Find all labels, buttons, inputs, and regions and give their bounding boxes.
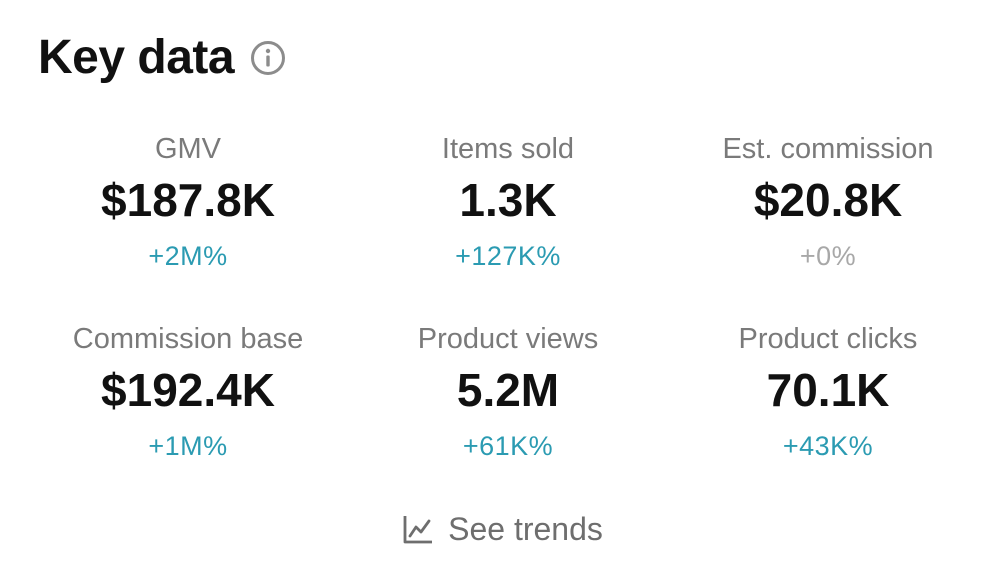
metric-gmv: GMV $187.8K +2M% (28, 130, 348, 320)
metric-label: Product clicks (738, 323, 918, 355)
info-circle-icon[interactable] (250, 40, 286, 76)
metric-change: +2M% (148, 241, 228, 271)
metric-est-commission: Est. commission $20.8K +0% (668, 130, 988, 320)
metric-value: $192.4K (101, 364, 275, 416)
line-chart-icon (402, 513, 434, 545)
see-trends-label: See trends (448, 511, 603, 547)
section-title: Key data (38, 31, 235, 84)
metric-value: 70.1K (766, 364, 890, 416)
metric-change: +1M% (148, 431, 228, 461)
metric-value: 1.3K (459, 174, 557, 226)
metric-change: +127K% (455, 241, 561, 271)
metric-product-views: Product views 5.2M +61K% (348, 320, 668, 510)
metric-value: 5.2M (456, 364, 560, 416)
metric-label: Items sold (441, 133, 575, 165)
metric-label: Product views (417, 323, 599, 355)
metrics-grid: GMV $187.8K +2M% Items sold 1.3K +127K% … (28, 130, 988, 510)
key-data-header: Key data (38, 28, 286, 88)
metric-label: Commission base (72, 323, 304, 355)
metric-value: $187.8K (101, 174, 275, 226)
metric-change: +0% (799, 241, 857, 271)
see-trends-button[interactable]: See trends (402, 508, 603, 550)
metric-label: Est. commission (722, 133, 934, 165)
metric-change: +43K% (782, 431, 874, 461)
metric-value: $20.8K (753, 174, 903, 226)
metric-label: GMV (154, 133, 222, 165)
metric-items-sold: Items sold 1.3K +127K% (348, 130, 668, 320)
trends-row: See trends (0, 508, 1005, 550)
metric-commission-base: Commission base $192.4K +1M% (28, 320, 348, 510)
metric-product-clicks: Product clicks 70.1K +43K% (668, 320, 988, 510)
metric-change: +61K% (462, 431, 554, 461)
